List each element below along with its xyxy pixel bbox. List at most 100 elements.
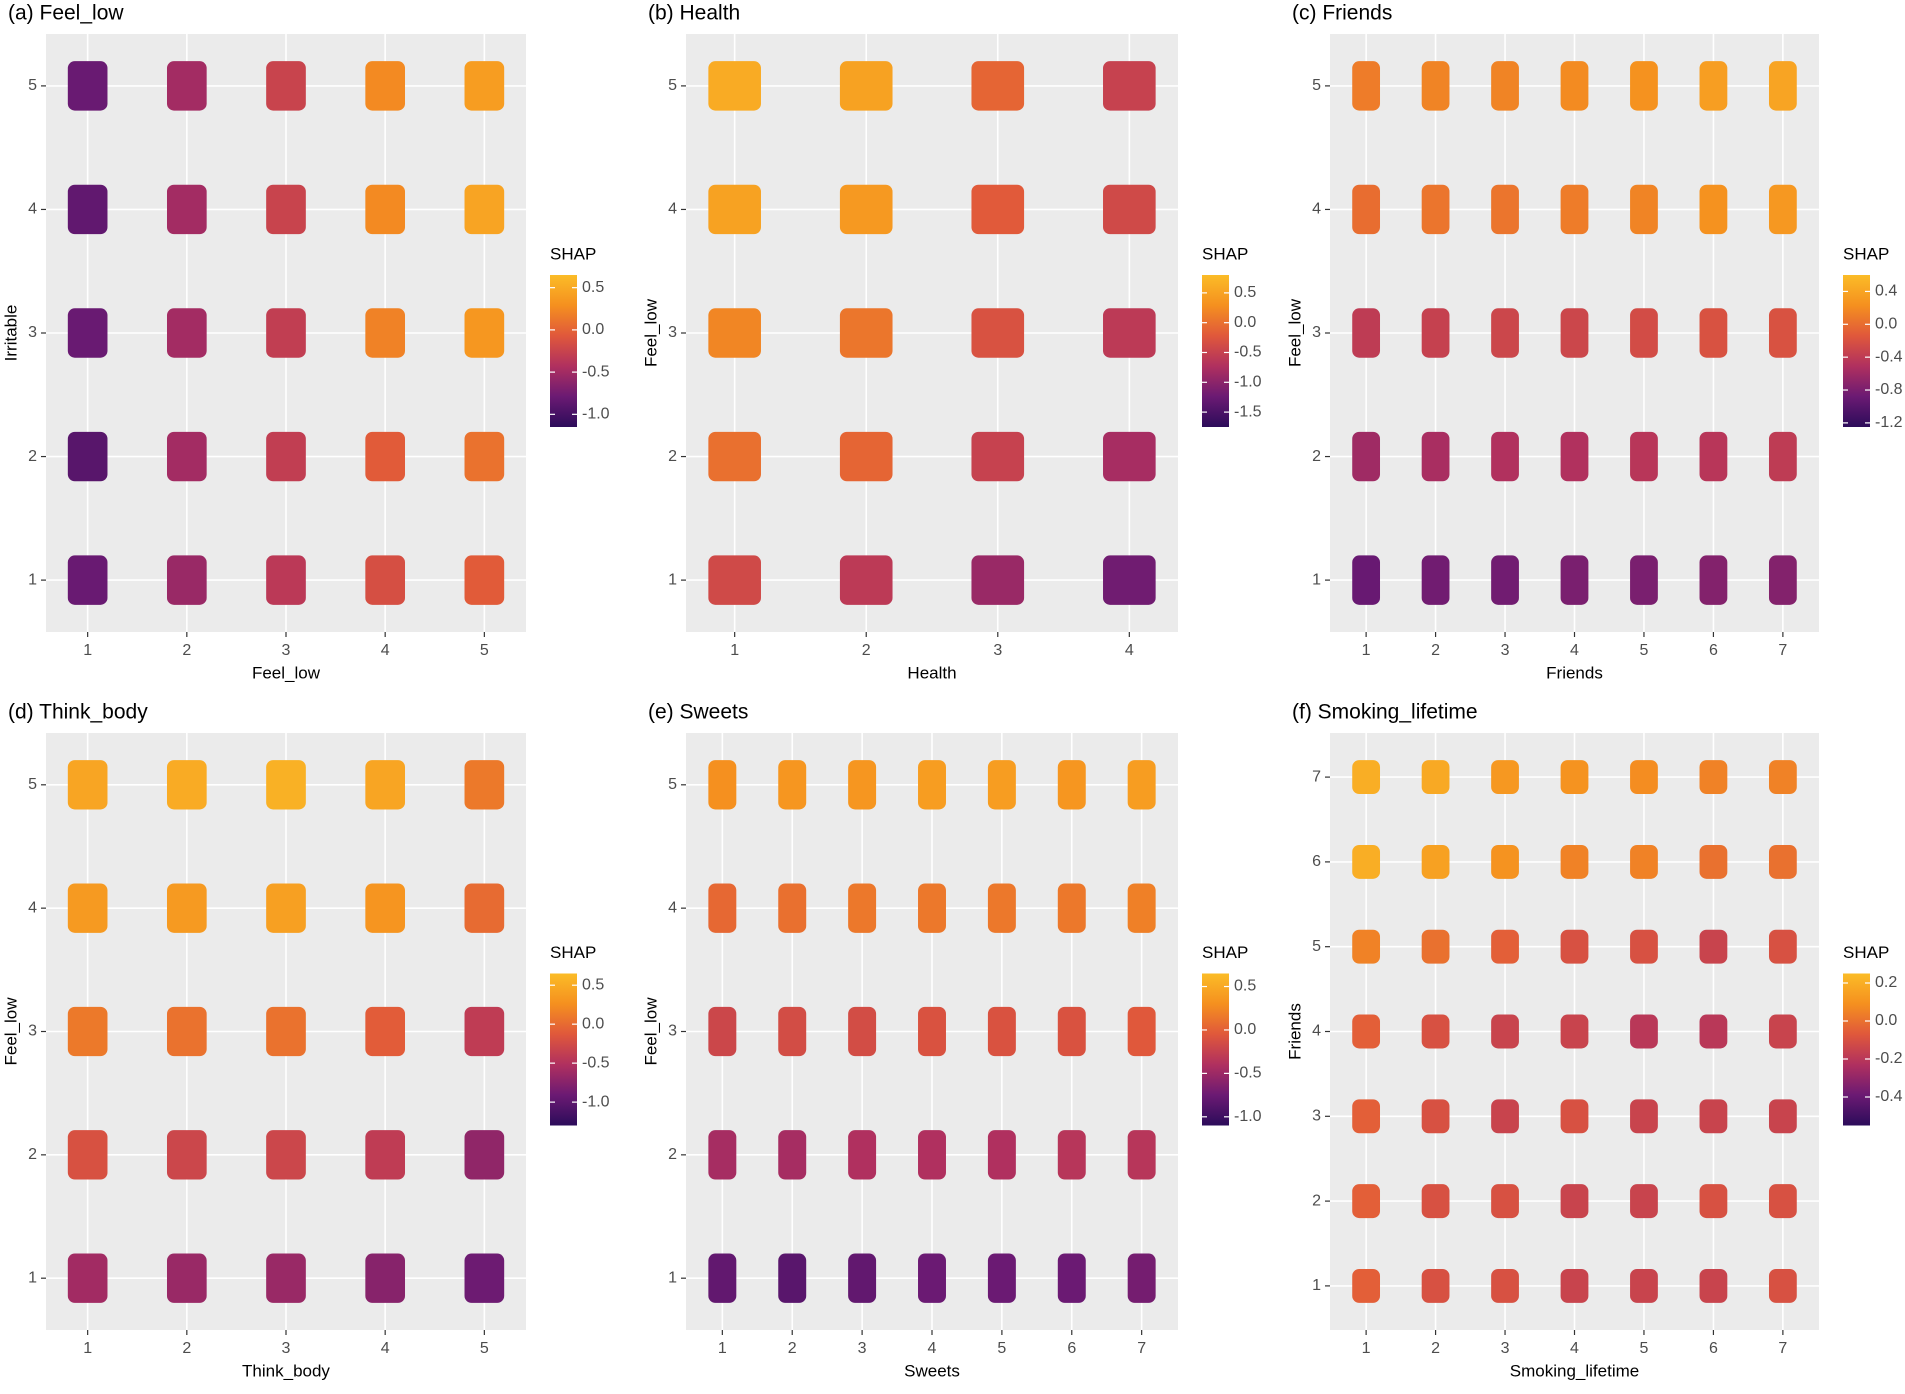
panel-title: (e) Sweets [648,701,748,724]
panel: (a) Feel_low 1 2 3 4 5 1 2 3 4 5 Feel_low Irritable S… [1,2,609,683]
x-tick-label: 6 [1067,1340,1076,1357]
point-cluster [1491,760,1519,795]
y-tick-label: 5 [28,77,37,94]
colorbar-label: 0.5 [1234,978,1256,995]
point-cluster [848,1253,877,1303]
point-cluster [1127,1130,1156,1180]
y-tick-label: 5 [668,77,677,94]
x-tick-label: 5 [997,1340,1006,1357]
x-tick-label: 1 [730,642,739,659]
point-cluster [839,61,893,111]
point-cluster [708,61,761,111]
x-tick-label: 6 [1709,1340,1718,1357]
y-tick-label: 4 [28,201,37,218]
colorbar [550,973,577,1126]
panel-title: (b) Health [648,2,740,25]
panel-title: (d) Think_body [8,701,148,724]
colorbar-label: 0.2 [1875,974,1897,991]
point-cluster [839,431,893,482]
point-cluster [1421,184,1450,235]
x-tick-label: 6 [1709,642,1718,659]
colorbar-label: -1.5 [1234,403,1262,420]
x-tick-label: 5 [1640,642,1649,659]
x-tick-label: 2 [862,642,871,659]
point-cluster [365,308,406,358]
point-cluster [464,883,505,933]
point-cluster [1352,760,1381,795]
point-cluster [1127,883,1156,933]
point-cluster [365,184,406,235]
y-axis-label: Feel_low [641,997,660,1066]
point-cluster [1560,555,1589,605]
x-tick-label: 1 [83,1340,92,1357]
legend-title: SHAP [1202,943,1248,962]
point-cluster [971,61,1025,111]
colorbar-label: 0.5 [582,279,604,296]
point-cluster [987,1253,1016,1303]
y-tick-label: 1 [1312,571,1321,588]
x-tick-label: 1 [1362,1340,1371,1357]
point-cluster [1560,929,1589,964]
x-tick-label: 5 [480,642,489,659]
point-cluster [464,184,505,235]
colorbar-label: -1.2 [1875,414,1903,431]
point-cluster [708,1130,737,1180]
point-cluster [1560,844,1589,879]
panel: (e) Sweets 1 2 3 4 5 6 7 1 2 3 4 5 Sweets Feel_low SHAP… [641,701,1261,1381]
point-cluster [365,883,406,933]
y-tick-label: 7 [1312,768,1321,785]
point-cluster [1768,844,1797,879]
point-cluster [778,1006,807,1057]
colorbar-label: 0.0 [1234,1021,1256,1038]
point-cluster [1560,1184,1589,1219]
colorbar-label: 0.0 [1875,316,1897,333]
point-cluster [365,760,406,810]
point-cluster [1352,308,1381,358]
point-cluster [1491,844,1519,879]
y-tick-label: 1 [668,1269,677,1286]
point-cluster [1699,1184,1728,1219]
point-cluster [67,431,108,482]
point-cluster [708,760,737,810]
point-cluster [1560,431,1589,482]
point-cluster [1630,308,1658,358]
point-cluster [1630,844,1658,879]
point-cluster [464,760,505,810]
point-cluster [166,1130,207,1180]
x-tick-label: 7 [1137,1340,1146,1357]
x-tick-label: 2 [1431,642,1440,659]
point-cluster [778,1253,807,1303]
point-cluster [708,555,761,605]
colorbar-label: -0.4 [1875,348,1903,365]
point-cluster [1630,1184,1658,1219]
point-cluster [848,883,877,933]
point-cluster [464,1253,505,1303]
point-cluster [778,883,807,933]
point-cluster [1560,184,1589,235]
point-cluster [464,308,505,358]
x-tick-label: 2 [788,1340,797,1357]
point-cluster [839,308,893,358]
y-tick-label: 2 [28,448,37,465]
point-cluster [1057,883,1086,933]
point-cluster [266,1130,306,1180]
x-tick-label: 4 [1570,642,1579,659]
x-tick-label: 1 [718,1340,727,1357]
point-cluster [971,431,1025,482]
x-tick-label: 4 [381,1340,390,1357]
colorbar-label: 0.5 [582,976,604,993]
x-tick-label: 7 [1778,1340,1787,1357]
point-cluster [1768,1014,1797,1049]
panel: (d) Think_body 1 2 3 4 5 1 2 3 4 5 Think_body Feel_l… [1,701,609,1381]
point-cluster [1699,760,1728,795]
point-cluster [1768,929,1797,964]
point-cluster [708,1253,737,1303]
point-cluster [1352,1268,1381,1303]
point-cluster [1491,184,1519,235]
point-cluster [1768,184,1797,235]
point-cluster [67,1006,108,1057]
point-cluster [1103,431,1156,482]
point-cluster [778,760,807,810]
legend-title: SHAP [1202,244,1248,263]
x-tick-label: 5 [480,1340,489,1357]
